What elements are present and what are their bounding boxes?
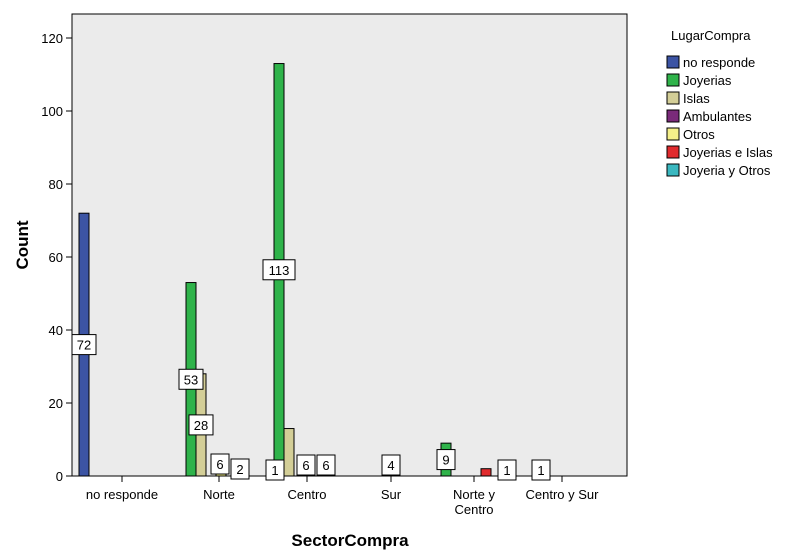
x-tick-label: Norte y Centro <box>453 487 495 517</box>
x-tick-label: Centro y Sur <box>526 487 600 502</box>
x-tick-label: no responde <box>86 487 158 502</box>
legend-swatch <box>666 145 680 159</box>
x-axis: no responde Norte Centro Sur Norte y Centro Ce… <box>86 476 599 517</box>
legend-swatch <box>666 163 680 177</box>
legend-label: no responde <box>683 55 755 70</box>
data-label: 113 <box>269 263 290 278</box>
data-label: 6 <box>216 457 223 472</box>
y-axis: 0 20 40 60 80 100 120 <box>41 31 72 484</box>
data-label-box <box>188 414 214 436</box>
x-tick-label: Sur <box>381 487 402 502</box>
data-label: 6 <box>302 458 309 473</box>
data-label-box <box>531 459 551 481</box>
y-tick-label: 60 <box>49 250 63 265</box>
data-label: 2 <box>236 462 243 477</box>
data-label-box <box>71 334 97 356</box>
legend-swatch <box>666 55 680 69</box>
legend-label: Otros <box>683 127 715 142</box>
data-label-box <box>262 259 296 281</box>
data-label-box <box>296 454 316 476</box>
data-label-box <box>436 449 456 471</box>
legend: LugarCompra no responde Joyerias Islas Ambu… <box>666 28 773 178</box>
data-label: 1 <box>271 463 278 478</box>
data-label: 1 <box>537 463 544 478</box>
y-tick-label: 40 <box>49 323 63 338</box>
data-label-box <box>210 453 230 475</box>
data-label: 1 <box>503 463 510 478</box>
y-tick-label: 0 <box>56 469 63 484</box>
data-label: 6 <box>322 458 329 473</box>
data-label: 9 <box>442 453 449 468</box>
legend-label: Joyerias <box>683 73 732 88</box>
legend-swatch <box>666 91 680 105</box>
data-label-box <box>230 458 250 480</box>
data-label-box <box>265 459 285 481</box>
bar <box>283 428 295 477</box>
y-tick-label: 20 <box>49 396 63 411</box>
data-label-box <box>316 454 336 476</box>
y-tick-label: 120 <box>41 31 63 46</box>
data-label: 28 <box>194 418 208 433</box>
legend-swatch <box>666 73 680 87</box>
data-label: 72 <box>77 338 91 353</box>
data-label: 4 <box>387 458 394 473</box>
data-label-box <box>381 454 401 476</box>
data-label: 53 <box>184 372 198 387</box>
bar <box>480 468 492 477</box>
y-tick-label: 100 <box>41 104 63 119</box>
data-label-box <box>178 368 204 390</box>
legend-label: Islas <box>683 91 710 106</box>
y-axis-title: Count <box>13 220 32 269</box>
legend-title: LugarCompra <box>671 28 751 43</box>
x-tick-label: Centro <box>287 487 326 502</box>
y-tick-label: 80 <box>49 177 63 192</box>
plot-area <box>71 13 628 477</box>
x-axis-title: SectorCompra <box>291 531 409 550</box>
legend-label: Joyerias e Islas <box>683 145 773 160</box>
legend-swatch <box>666 109 680 123</box>
legend-swatch <box>666 127 680 141</box>
legend-label: Joyeria y Otros <box>683 163 771 178</box>
data-label-box <box>497 459 517 481</box>
x-tick-label: Norte <box>203 487 235 502</box>
legend-label: Ambulantes <box>683 109 752 124</box>
